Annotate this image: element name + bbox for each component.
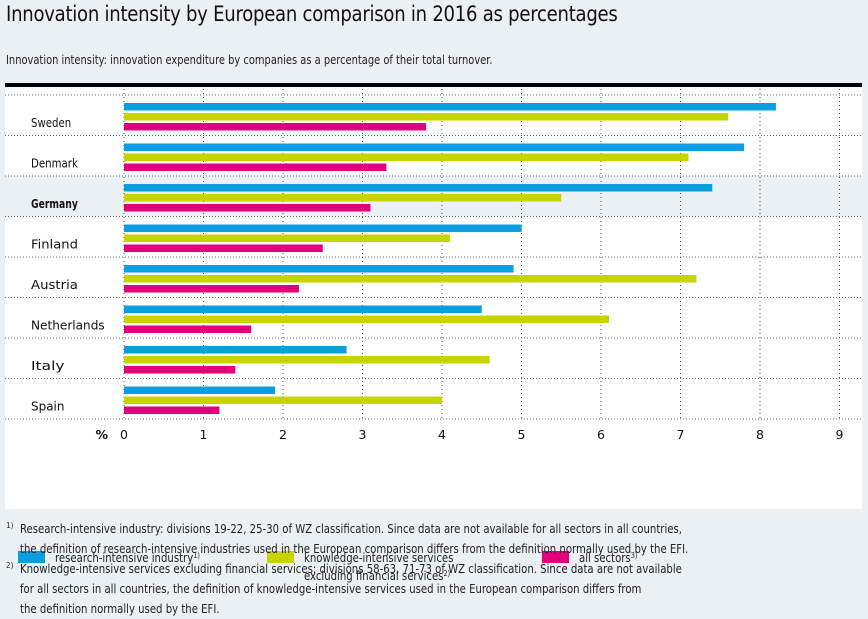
- legend-label-research: research-intensive industry: [55, 550, 194, 565]
- legend-label-knowledge-line2: excluding financial services: [304, 568, 444, 583]
- legend-label-all-sectors: all sectors: [579, 550, 631, 565]
- bar-denmark-all-sectors: [124, 163, 387, 171]
- bar-austria-knowledge: [124, 275, 697, 283]
- x-axis-unit-label: %: [95, 427, 108, 442]
- legend-label-knowledge: knowledge-intensive services: [304, 550, 454, 565]
- chart-title: Innovation intensity by European compari…: [6, 2, 618, 26]
- footnote-line: Knowledge-intensive services excluding f…: [20, 561, 682, 576]
- category-label: Austria: [31, 277, 78, 292]
- bar-finland-all-sectors: [124, 244, 323, 252]
- bar-austria-all-sectors: [124, 285, 299, 293]
- category-label: Finland: [31, 237, 78, 252]
- bar-finland-knowledge: [124, 234, 450, 242]
- footnote-line: Research-intensive industry: divisions 1…: [20, 521, 682, 536]
- x-tick-label: 8: [756, 427, 764, 442]
- bar-sweden-knowledge: [124, 113, 729, 121]
- bar-netherlands-research: [124, 305, 482, 313]
- bar-spain-knowledge: [124, 396, 442, 404]
- category-label: Denmark: [31, 156, 79, 171]
- footnote-mark: 1): [6, 521, 14, 530]
- legend-footnote-mark: 3): [630, 551, 638, 560]
- bar-italy-all-sectors: [124, 366, 236, 374]
- category-label: Netherlands: [31, 318, 105, 333]
- legend-swatch-knowledge: [267, 551, 294, 563]
- chart-panel: Sweden Denmark Germany Finland Austria Nether…: [5, 83, 862, 583]
- footnotes: 1) Research-intensive industry: division…: [6, 519, 866, 619]
- category-label: Germany: [31, 196, 78, 211]
- bar-netherlands-all-sectors: [124, 325, 252, 333]
- footnote-2: 2) Knowledge-intensive services excludin…: [6, 559, 866, 619]
- bar-sweden-research: [124, 103, 776, 111]
- bar-germany-knowledge: [124, 194, 562, 202]
- bar-denmark-knowledge: [124, 153, 689, 161]
- bar-germany-all-sectors: [124, 204, 371, 212]
- chart-subtitle: Innovation intensity: innovation expendi…: [6, 52, 493, 67]
- x-tick-label: 4: [438, 427, 446, 442]
- legend-footnote-mark: 1): [193, 551, 200, 560]
- x-tick-label: 5: [518, 427, 526, 442]
- legend-footnote-mark: 2): [443, 569, 451, 578]
- footnote-mark: 2): [6, 561, 14, 570]
- bar-denmark-research: [124, 143, 745, 151]
- bar-germany-research: [124, 184, 713, 192]
- x-tick-label: 7: [677, 427, 685, 442]
- bar-spain-all-sectors: [124, 406, 220, 414]
- footnote-1: 1) Research-intensive industry: division…: [6, 519, 866, 559]
- bar-finland-research: [124, 224, 522, 232]
- bar-netherlands-knowledge: [124, 315, 609, 323]
- x-tick-label: 2: [279, 427, 287, 442]
- category-label: Sweden: [31, 115, 71, 130]
- footnote-line: the definition normally used by the EFI.: [20, 601, 220, 616]
- bar-italy-research: [124, 346, 347, 354]
- bar-spain-research: [124, 386, 276, 394]
- legend-swatch-all-sectors: [542, 551, 569, 563]
- category-label: Spain: [31, 399, 65, 414]
- bar-italy-knowledge: [124, 356, 490, 364]
- footnote-line: the definition of research-intensive ind…: [20, 541, 689, 556]
- x-tick-label: 6: [597, 427, 605, 442]
- x-tick-label: 1: [200, 427, 208, 442]
- x-tick-label: 9: [836, 427, 844, 442]
- legend-swatch-research: [18, 551, 45, 563]
- x-tick-label: 0: [120, 427, 128, 442]
- bar-chart: Sweden Denmark Germany Finland Austria Nether…: [5, 89, 862, 442]
- footnote-line: for all sectors in all countries, the de…: [20, 581, 642, 596]
- x-tick-label: 3: [359, 427, 367, 442]
- bar-sweden-all-sectors: [124, 123, 427, 131]
- bar-austria-research: [124, 265, 514, 273]
- category-label: Italy: [31, 358, 65, 373]
